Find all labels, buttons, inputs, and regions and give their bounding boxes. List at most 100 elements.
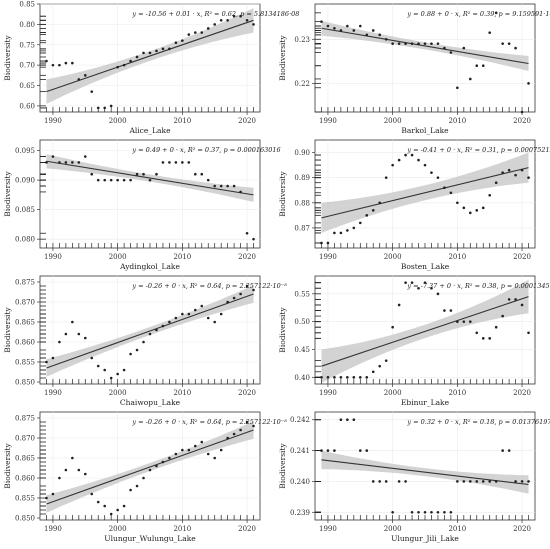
data-point — [378, 33, 382, 37]
y-axis-title: Biodiversity — [278, 307, 287, 353]
data-point — [181, 161, 184, 164]
data-point — [64, 468, 68, 472]
data-point — [122, 368, 126, 372]
data-point — [103, 504, 107, 508]
data-point — [423, 163, 427, 167]
data-point — [219, 184, 223, 188]
x-tick-label: 2000 — [109, 389, 127, 397]
data-point — [161, 324, 165, 328]
y-tick-label: 0.242 — [290, 416, 310, 424]
data-point — [206, 178, 210, 182]
data-point — [436, 42, 440, 45]
data-point — [71, 456, 74, 460]
data-point — [475, 331, 479, 335]
data-point — [161, 47, 165, 51]
data-point — [71, 320, 74, 324]
y-tick-label: 0.22 — [294, 80, 310, 88]
data-point — [320, 20, 323, 23]
data-point — [462, 46, 466, 50]
data-point — [436, 292, 440, 296]
data-point — [352, 226, 356, 230]
y-axis-title: Biodiversity — [3, 307, 12, 353]
data-point — [326, 241, 330, 245]
y-tick-label: 0.80 — [19, 21, 35, 29]
x-tick-label: 2010 — [173, 525, 191, 533]
data-point — [181, 448, 184, 452]
y-axis-title: Biodiversity — [278, 443, 287, 489]
y-tick-label: 0.50 — [294, 318, 310, 326]
data-point — [219, 448, 223, 452]
data-point — [339, 418, 343, 422]
data-point — [443, 46, 446, 50]
x-tick-label: 1990 — [319, 525, 337, 533]
x-tick-label: 2000 — [109, 117, 127, 125]
y-tick-label: 0.850 — [15, 379, 35, 387]
regression-line — [321, 296, 529, 367]
data-point — [213, 320, 217, 324]
y-tick-label: 0.65 — [19, 82, 35, 90]
data-point — [51, 356, 55, 360]
x-tick-label: 2000 — [384, 525, 402, 533]
data-point — [436, 510, 440, 514]
x-tick-label: 2000 — [384, 389, 402, 397]
data-point — [226, 436, 229, 440]
x-tick-label: 2000 — [384, 253, 402, 261]
data-point — [161, 161, 165, 164]
regression-line — [321, 167, 529, 219]
data-point — [410, 153, 414, 157]
data-point — [333, 231, 336, 235]
data-point — [245, 284, 249, 288]
data-point — [456, 201, 459, 205]
data-point — [252, 424, 255, 428]
y-tick-label: 0.855 — [15, 495, 35, 503]
data-point — [494, 11, 498, 15]
data-point — [187, 448, 191, 452]
y-tick-label: 0.860 — [15, 339, 35, 347]
y-tick-label: 0.085 — [15, 206, 35, 214]
data-point — [51, 492, 55, 496]
y-tick-label: 0.45 — [294, 346, 310, 354]
y-tick-label: 0.23 — [294, 36, 310, 44]
data-point — [378, 364, 382, 368]
data-point — [430, 171, 433, 174]
data-point — [239, 14, 242, 18]
data-point — [365, 376, 369, 379]
data-point — [410, 510, 414, 514]
data-point — [404, 153, 407, 157]
data-point — [404, 480, 407, 483]
data-point — [326, 449, 330, 452]
data-point — [481, 206, 485, 210]
y-tick-label: 0.875 — [15, 279, 35, 287]
y-tick-label: 0.85 — [19, 1, 35, 9]
data-point — [494, 325, 498, 329]
panel-ulungur-wulungu-lake: 1990 2000 2010 2020 0.850 0.855 0.860 0.865 0.87… — [3, 411, 287, 543]
data-point — [206, 27, 210, 30]
data-point — [103, 106, 107, 110]
data-point — [494, 480, 498, 483]
data-point — [378, 201, 382, 205]
data-point — [168, 320, 171, 324]
regression-equation: y = -0.26 + 0 · x, R² = 0.64, p = 2.2571… — [131, 282, 287, 290]
data-point — [339, 29, 343, 32]
data-point — [252, 288, 255, 292]
data-point — [346, 376, 349, 379]
data-point — [239, 428, 242, 432]
x-tick-label: 2000 — [384, 117, 402, 125]
data-point — [58, 63, 61, 67]
data-point — [90, 356, 94, 360]
data-point — [200, 304, 204, 308]
y-tick-label: 0.850 — [15, 515, 35, 523]
data-point — [116, 178, 119, 182]
regression-equation: y = -10.56 + 0.01 · x, R² = 0.62, p = 5.… — [131, 10, 299, 18]
y-tick-label: 0.870 — [15, 299, 35, 307]
data-point — [507, 298, 511, 301]
y-tick-label: 0.241 — [290, 447, 310, 455]
data-point — [122, 178, 126, 182]
data-point — [232, 14, 236, 18]
x-axis-title: Bosten_Lake — [401, 262, 450, 271]
data-point — [397, 42, 401, 45]
data-point — [443, 510, 446, 514]
data-point — [232, 432, 236, 436]
data-point — [456, 480, 459, 483]
data-point — [527, 176, 530, 179]
